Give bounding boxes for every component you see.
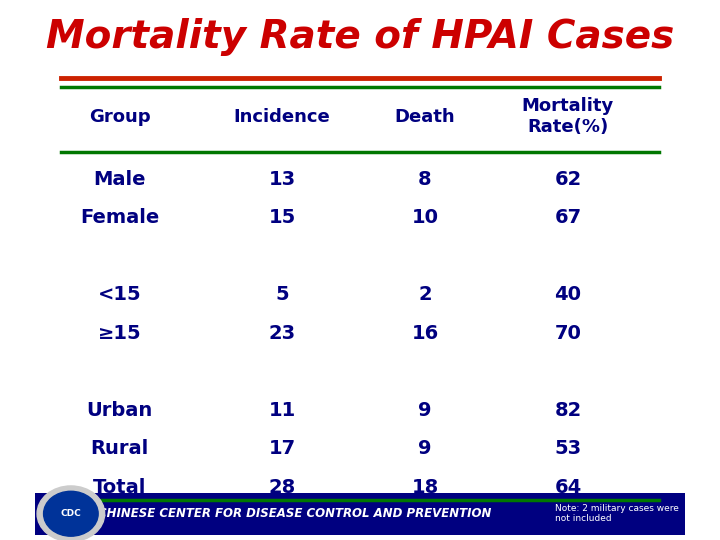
- Text: <15: <15: [98, 285, 141, 304]
- Text: Group: Group: [89, 107, 150, 125]
- Text: Incidence: Incidence: [234, 107, 330, 125]
- Text: 40: 40: [554, 285, 582, 304]
- Text: 2: 2: [418, 285, 432, 304]
- Text: 10: 10: [411, 208, 438, 227]
- FancyBboxPatch shape: [35, 493, 685, 535]
- Text: 9: 9: [418, 401, 432, 420]
- Text: Male: Male: [94, 170, 146, 188]
- Text: 17: 17: [269, 439, 296, 458]
- Text: 64: 64: [554, 477, 582, 496]
- Text: Total: Total: [93, 477, 146, 496]
- Text: ≥15: ≥15: [98, 323, 141, 342]
- Text: CDC: CDC: [60, 509, 81, 518]
- Text: 82: 82: [554, 401, 582, 420]
- Text: 62: 62: [554, 170, 582, 188]
- Text: 5: 5: [275, 285, 289, 304]
- Text: Note: 2 military cases were
not included: Note: 2 military cases were not included: [555, 504, 679, 523]
- Text: 16: 16: [411, 323, 438, 342]
- Text: Rural: Rural: [91, 439, 149, 458]
- Text: 53: 53: [554, 439, 582, 458]
- Circle shape: [44, 491, 98, 536]
- Text: 9: 9: [418, 439, 432, 458]
- Text: 67: 67: [554, 208, 582, 227]
- Text: 18: 18: [411, 477, 438, 496]
- Text: 15: 15: [269, 208, 296, 227]
- Text: Mortality
Rate(%): Mortality Rate(%): [522, 97, 614, 136]
- Text: 23: 23: [269, 323, 296, 342]
- Circle shape: [37, 486, 104, 540]
- Text: Urban: Urban: [86, 401, 153, 420]
- Text: 11: 11: [269, 401, 296, 420]
- Text: 13: 13: [269, 170, 296, 188]
- Text: Death: Death: [395, 107, 455, 125]
- Text: 28: 28: [269, 477, 296, 496]
- Text: CHINESE CENTER FOR DISEASE CONTROL AND PREVENTION: CHINESE CENTER FOR DISEASE CONTROL AND P…: [99, 507, 492, 520]
- Text: 8: 8: [418, 170, 432, 188]
- Text: 70: 70: [554, 323, 581, 342]
- Text: Female: Female: [80, 208, 159, 227]
- Text: Mortality Rate of HPAI Cases: Mortality Rate of HPAI Cases: [46, 18, 674, 56]
